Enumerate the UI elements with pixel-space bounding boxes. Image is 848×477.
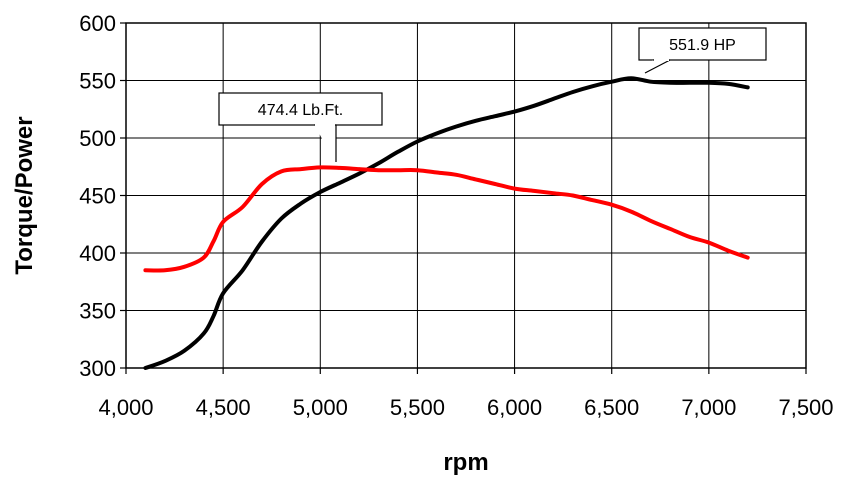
y-tick-label: 550 (79, 69, 116, 94)
callout-2: 551.9 HP (638, 27, 767, 74)
x-axis-ticks: 4,000 4,500 5,000 5,500 6,000 6,500 7,000 7,500 (98, 368, 834, 420)
callout-1: 474.4 Lb.Ft. (218, 92, 383, 162)
series-layer (143, 76, 750, 370)
x-tick-label: 7,500 (778, 395, 833, 420)
y-tick-label: 600 (79, 11, 116, 36)
y-tick-label: 350 (79, 299, 116, 324)
callout-label: 551.9 HP (669, 37, 736, 54)
x-axis-title: rpm (443, 449, 488, 476)
callout-box (218, 92, 383, 126)
x-tick-label: 6,500 (584, 395, 639, 420)
callout-pointer (644, 59, 671, 74)
x-tick-label: 7,000 (681, 395, 736, 420)
series-line-1 (143, 76, 750, 370)
annotations: 474.4 Lb.Ft. 551.9 HP (218, 27, 767, 162)
callout-pointer (314, 124, 337, 162)
x-tick-label: 4,000 (98, 395, 153, 420)
y-axis-title: Torque/Power (11, 116, 38, 274)
y-axis-ticks: 300 350 400 450 500 550 600 (79, 11, 126, 381)
grid-lines (125, 22, 807, 369)
callout-box (638, 27, 767, 61)
y-tick-label: 450 (79, 184, 116, 209)
y-tick-label: 500 (79, 126, 116, 151)
x-tick-label: 6,000 (487, 395, 542, 420)
y-tick-label: 400 (79, 241, 116, 266)
series-line-2 (143, 165, 750, 273)
x-tick-label: 5,500 (390, 395, 445, 420)
x-tick-label: 4,500 (196, 395, 251, 420)
y-tick-label: 300 (79, 356, 116, 381)
callout-label: 474.4 Lb.Ft. (258, 102, 343, 119)
x-tick-label: 5,000 (293, 395, 348, 420)
